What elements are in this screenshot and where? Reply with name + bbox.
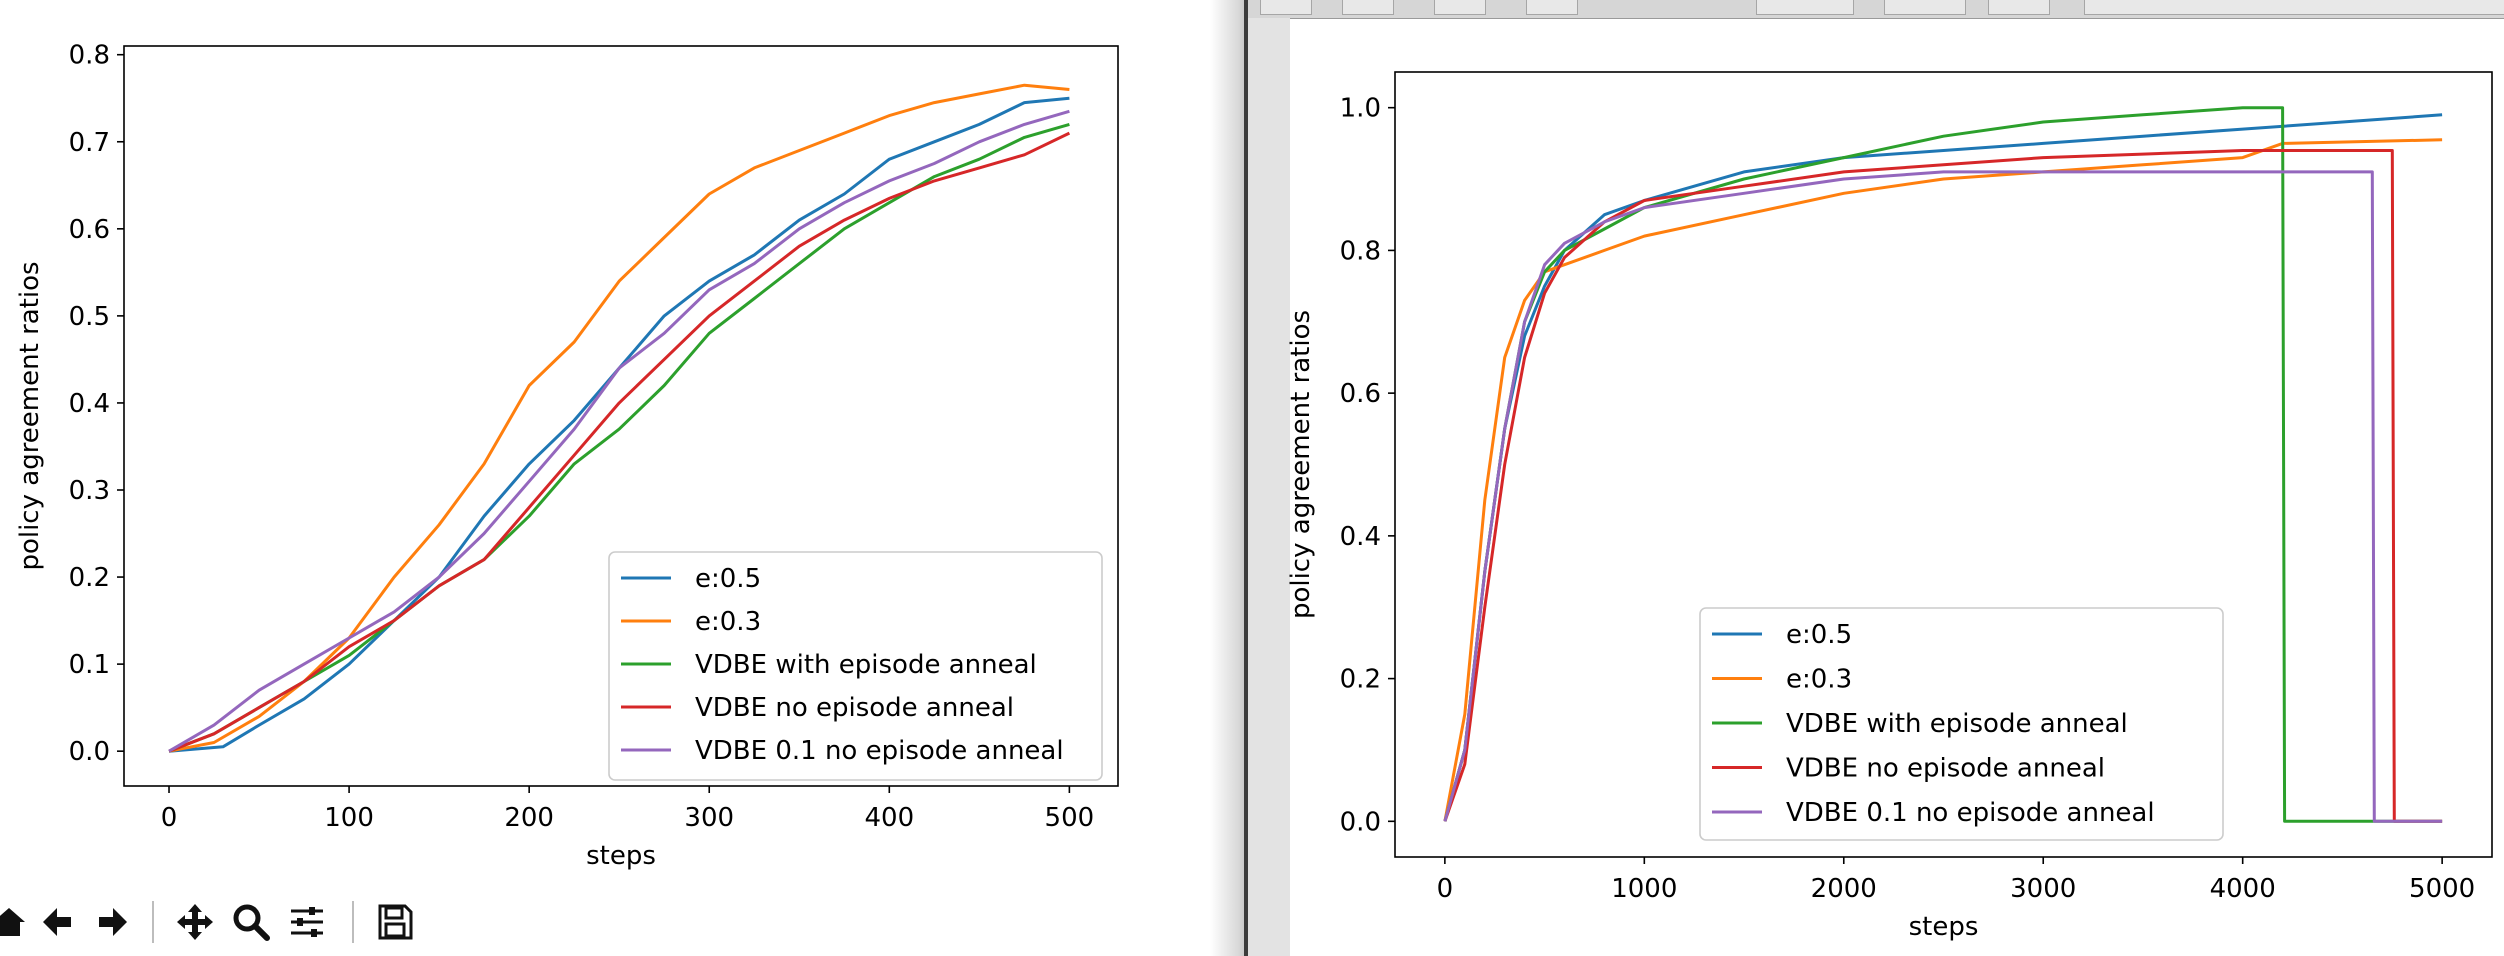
x-axis-label: steps: [586, 841, 656, 871]
desktop-gap: [1210, 0, 1250, 956]
top-bar-button[interactable]: [2084, 0, 2504, 15]
matplotlib-toolbar: [0, 893, 440, 953]
x-tick-label: 300: [684, 803, 734, 833]
x-tick-label: 1000: [1611, 874, 1677, 904]
right-figure-window: 0 1000 2000 3000 4000 5000 0.0 0.2 0.4 0.6 0.8 1.0 s…: [1244, 0, 2504, 956]
x-tick-label: 100: [324, 803, 374, 833]
top-bar-button[interactable]: [1260, 0, 1312, 15]
series-line: [168, 109, 1070, 753]
legend-label: e:0.5: [695, 564, 761, 594]
y-axis-label: policy agreement ratios: [15, 261, 45, 570]
series-line: [168, 83, 1070, 753]
y-tick-label: 0.2: [1340, 665, 1381, 695]
top-bar-button[interactable]: [1884, 0, 1966, 15]
zoom-icon: [233, 904, 270, 941]
left-chart: 0 100 200 300 400 500 0.0 0.1 0.2 0.3 0.4 0.5 0.6 0.7…: [15, 41, 1119, 871]
legend-label: VDBE 0.1 no episode anneal: [1786, 798, 2155, 828]
series-line: [1443, 149, 2443, 823]
toolbar-separator: [352, 901, 354, 943]
legend-box: [608, 551, 1103, 781]
configure-subplots-icon: [291, 907, 323, 937]
legend-label: VDBE no episode anneal: [1786, 754, 2105, 784]
axes-frame: [1394, 71, 2493, 858]
y-tick-label: 0.2: [69, 563, 110, 593]
legend-label: VDBE no episode anneal: [695, 693, 1014, 723]
window-side-strip: [1248, 18, 1290, 956]
save-button[interactable]: [372, 899, 418, 945]
y-tick-label: 0.4: [69, 389, 110, 419]
y-tick-label: 0.6: [1340, 379, 1381, 409]
legend-label: e:0.3: [1786, 665, 1852, 695]
series-line: [1443, 138, 2443, 822]
x-tick-label: 3000: [2010, 874, 2076, 904]
top-bar-button[interactable]: [1526, 0, 1578, 15]
home-button[interactable]: [0, 899, 32, 945]
top-bar-button[interactable]: [1988, 0, 2050, 15]
top-bar-button[interactable]: [1342, 0, 1394, 15]
configure-subplots-button[interactable]: [284, 899, 330, 945]
zoom-button[interactable]: [228, 899, 274, 945]
x-tick-label: 500: [1045, 803, 1095, 833]
back-arrow-icon: [43, 908, 71, 936]
y-tick-label: 0.8: [69, 41, 110, 71]
top-bar-button[interactable]: [1434, 0, 1486, 15]
right-chart: 0 1000 2000 3000 4000 5000 0.0 0.2 0.4 0.6 0.8 1.0 s…: [1288, 71, 2493, 942]
x-axis-label: steps: [1909, 912, 1979, 942]
legend-box: [1699, 607, 2224, 841]
window-top-bar: [1248, 0, 2504, 19]
legend-label: e:0.5: [1786, 620, 1852, 650]
y-tick-label: 0.3: [69, 476, 110, 506]
forward-button[interactable]: [90, 899, 136, 945]
series-line: [168, 131, 1071, 753]
series-line: [1443, 170, 2443, 823]
home-icon: [0, 908, 25, 936]
y-axis-label: policy agreement ratios: [1288, 310, 1316, 619]
x-tick-label: 400: [864, 803, 914, 833]
legend-label: VDBE with episode anneal: [695, 650, 1037, 680]
x-tick-label: 0: [161, 803, 178, 833]
legend-label: VDBE with episode anneal: [1786, 709, 2128, 739]
x-tick-label: 5000: [2409, 874, 2475, 904]
x-tick-label: 4000: [2210, 874, 2276, 904]
axes-frame: [123, 45, 1119, 787]
y-tick-label: 0.6: [69, 215, 110, 245]
top-bar-button[interactable]: [1756, 0, 1854, 15]
left-figure-window: 0 100 200 300 400 500 0.0 0.1 0.2 0.3 0.4 0.5 0.6 0.7…: [0, 0, 1210, 956]
x-tick-label: 0: [1437, 874, 1454, 904]
back-button[interactable]: [34, 899, 80, 945]
pan-icon: [177, 904, 213, 940]
x-tick-label: 200: [504, 803, 554, 833]
y-tick-label: 0.4: [1340, 522, 1381, 552]
pan-button[interactable]: [172, 899, 218, 945]
legend-label: e:0.3: [695, 607, 761, 637]
forward-arrow-icon: [99, 908, 127, 936]
legend-label: VDBE 0.1 no episode anneal: [695, 736, 1064, 766]
y-tick-label: 1.0: [1340, 94, 1381, 124]
save-icon: [378, 904, 413, 940]
y-tick-label: 0.5: [69, 302, 110, 332]
y-tick-label: 0.7: [69, 128, 110, 158]
toolbar-separator: [152, 901, 154, 943]
y-tick-label: 0.0: [69, 737, 110, 767]
y-tick-label: 0.1: [69, 650, 110, 680]
y-tick-label: 0.8: [1340, 236, 1381, 266]
x-tick-label: 2000: [1811, 874, 1877, 904]
y-tick-label: 0.0: [1340, 807, 1381, 837]
